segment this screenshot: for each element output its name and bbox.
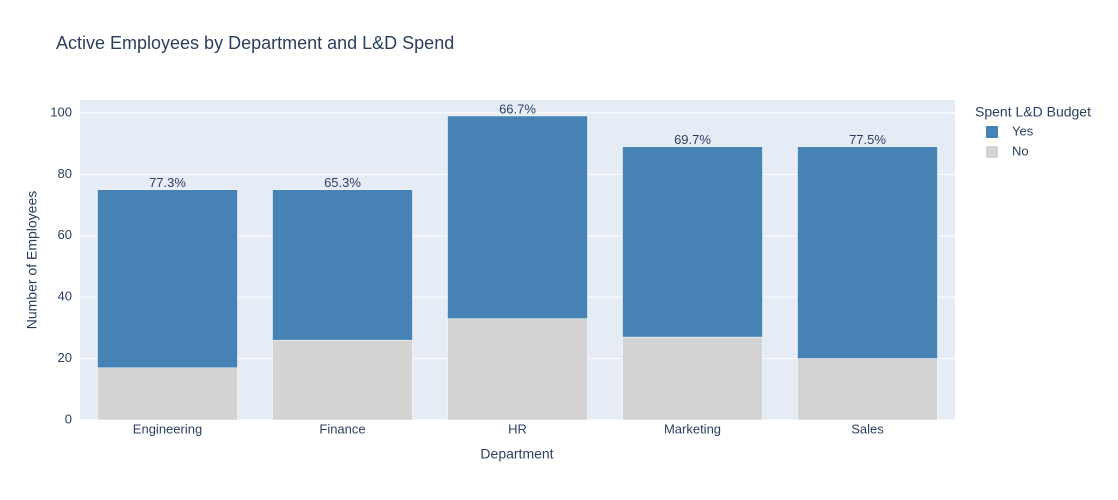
y-tick-label: 0 [65,411,72,426]
bar-annotation: 69.7% [674,132,711,147]
y-tick-label: 40 [58,289,72,304]
x-tick-label: Finance [319,421,365,436]
bar-annotation: 77.5% [849,132,886,147]
bar [272,339,413,421]
x-axis-title: Department [480,446,553,462]
bar [97,189,238,369]
bar [447,115,588,319]
y-tick-label: 80 [58,166,72,181]
x-tick-label: HR [508,421,527,436]
y-tick-label: 20 [58,350,72,365]
x-tick-label: Engineering [133,421,202,436]
y-tick-label: 100 [50,104,72,119]
y-axis-title: Number of Employees [24,191,40,330]
x-tick-label: Sales [851,421,884,436]
bar-annotation: 65.3% [324,175,361,190]
bar-annotation: 66.7% [499,101,536,116]
bar [97,367,238,421]
chart-title: Active Employees by Department and L&D S… [56,33,454,53]
bar [797,146,938,359]
bar [272,189,413,341]
legend-swatch [986,146,998,158]
bar [447,318,588,421]
x-tick-label: Marketing [664,421,721,436]
legend-title: Spent L&D Budget [975,104,1091,120]
legend-swatch [986,126,998,138]
y-tick-label: 60 [58,227,72,242]
bar [622,146,763,338]
bar [797,358,938,421]
legend-label: Yes [1012,123,1034,138]
bar-annotation: 77.3% [149,175,186,190]
bar [622,336,763,421]
legend-label: No [1012,143,1029,158]
